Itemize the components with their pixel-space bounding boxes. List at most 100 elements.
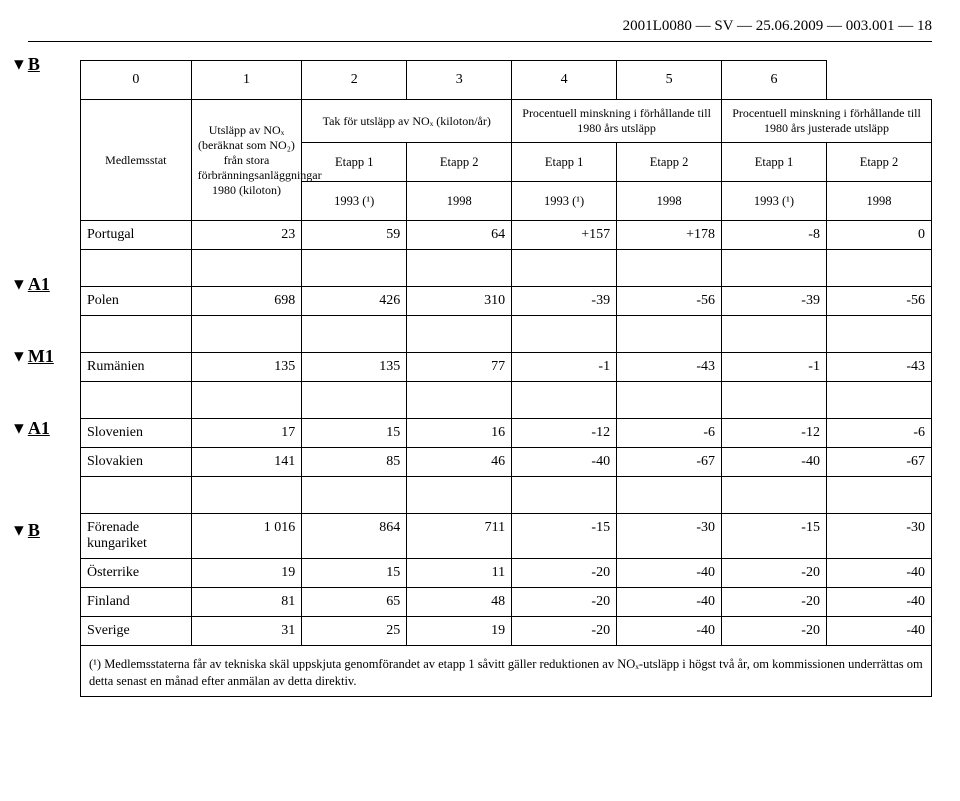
cell-c4: -43 xyxy=(617,353,722,382)
cell-c4: -67 xyxy=(617,448,722,477)
year-1998-a: 1998 xyxy=(407,182,512,221)
cell-c4: -56 xyxy=(617,287,722,316)
cell-c3: -12 xyxy=(512,419,617,448)
cell-ms: Finland xyxy=(81,588,192,617)
col-header-base: Utsläpp av NOₓ (beräknat som NO₂) från s… xyxy=(191,100,302,221)
col-header-proc-uts: Procentuell minskning i förhållande till… xyxy=(512,100,722,143)
spacer-row xyxy=(81,477,932,514)
col-header-proc-just: Procentuell minskning i förhållande till… xyxy=(722,100,932,143)
cell-c2: 711 xyxy=(407,514,512,559)
table-row: Slovakien 141 85 46 -40 -67 -40 -67 xyxy=(81,448,932,477)
cell-c1: 426 xyxy=(302,287,407,316)
cell-base: 141 xyxy=(191,448,302,477)
cell-c5: -20 xyxy=(722,588,827,617)
footnote-text: (¹) Medlemsstaterna får av tekniska skäl… xyxy=(87,656,925,690)
col-header-medlemsstat: Medlemsstat xyxy=(81,100,192,221)
cell-c3: -1 xyxy=(512,353,617,382)
cell-c1: 15 xyxy=(302,559,407,588)
cell-c6: -40 xyxy=(826,559,931,588)
cell-c4: -40 xyxy=(617,559,722,588)
cell-ms: Sverige xyxy=(81,617,192,646)
marker-a1-2: ▼A1 xyxy=(10,418,50,439)
cell-c1: 135 xyxy=(302,353,407,382)
cell-c4: -40 xyxy=(617,617,722,646)
cell-c6: 0 xyxy=(826,221,931,250)
year-1993-b: 1993 (¹) xyxy=(512,182,617,221)
marker-b-mid: ▼B xyxy=(10,520,40,541)
cell-c2: 11 xyxy=(407,559,512,588)
cell-c5: -39 xyxy=(722,287,827,316)
spacer-row xyxy=(81,250,932,287)
table-row: Polen 698 426 310 -39 -56 -39 -56 xyxy=(81,287,932,316)
cell-c4: -40 xyxy=(617,588,722,617)
cell-c3: +157 xyxy=(512,221,617,250)
header-row-numbers: 0 1 2 3 4 5 6 xyxy=(81,61,932,100)
cell-c1: 85 xyxy=(302,448,407,477)
col-num-2: 2 xyxy=(302,61,407,100)
cell-c5: -8 xyxy=(722,221,827,250)
cell-c2: 77 xyxy=(407,353,512,382)
table-row: Förenade kungariket 1 016 864 711 -15 -3… xyxy=(81,514,932,559)
cell-ms: Österrike xyxy=(81,559,192,588)
year-1993-a: 1993 (¹) xyxy=(302,182,407,221)
cell-c1: 864 xyxy=(302,514,407,559)
spacer-row xyxy=(81,316,932,353)
cell-c5: -20 xyxy=(722,559,827,588)
cell-c3: -39 xyxy=(512,287,617,316)
table-row: Sverige 31 25 19 -20 -40 -20 -40 xyxy=(81,617,932,646)
spacer-row xyxy=(81,382,932,419)
cell-c1: 65 xyxy=(302,588,407,617)
cell-c6: -40 xyxy=(826,617,931,646)
cell-c3: -20 xyxy=(512,617,617,646)
cell-c2: 64 xyxy=(407,221,512,250)
marker-m1: ▼M1 xyxy=(10,346,54,367)
cell-ms: Polen xyxy=(81,287,192,316)
cell-c6: -40 xyxy=(826,588,931,617)
cell-c6: -43 xyxy=(826,353,931,382)
cell-c1: 15 xyxy=(302,419,407,448)
col-header-tak: Tak för utsläpp av NOₓ (kiloton/år) xyxy=(302,100,512,143)
col-num-5: 5 xyxy=(617,61,722,100)
etapp-2b: Etapp 2 xyxy=(617,143,722,182)
table-row: Rumänien 135 135 77 -1 -43 -1 -43 xyxy=(81,353,932,382)
etapp-2a: Etapp 2 xyxy=(407,143,512,182)
year-1998-c: 1998 xyxy=(826,182,931,221)
cell-c2: 19 xyxy=(407,617,512,646)
cell-c5: -15 xyxy=(722,514,827,559)
cell-base: 135 xyxy=(191,353,302,382)
table-row: Portugal 23 59 64 +157 +178 -8 0 xyxy=(81,221,932,250)
col-num-0: 0 xyxy=(81,61,192,100)
cell-base: 1 016 xyxy=(191,514,302,559)
emissions-table: 0 1 2 3 4 5 6 Medlemsstat Utsläpp av NOₓ… xyxy=(80,60,932,697)
cell-c4: -6 xyxy=(617,419,722,448)
footnote-row: (¹) Medlemsstaterna får av tekniska skäl… xyxy=(81,646,932,697)
cell-base: 19 xyxy=(191,559,302,588)
cell-c3: -20 xyxy=(512,559,617,588)
cell-c1: 59 xyxy=(302,221,407,250)
table-row: Slovenien 17 15 16 -12 -6 -12 -6 xyxy=(81,419,932,448)
cell-base: 17 xyxy=(191,419,302,448)
cell-c6: -56 xyxy=(826,287,931,316)
col-num-1: 1 xyxy=(191,61,302,100)
col-num-3: 3 xyxy=(407,61,512,100)
cell-ms: Slovakien xyxy=(81,448,192,477)
cell-c5: -12 xyxy=(722,419,827,448)
cell-c6: -30 xyxy=(826,514,931,559)
etapp-1c: Etapp 1 xyxy=(722,143,827,182)
cell-c3: -15 xyxy=(512,514,617,559)
cell-c5: -20 xyxy=(722,617,827,646)
cell-c2: 46 xyxy=(407,448,512,477)
cell-base: 23 xyxy=(191,221,302,250)
col-num-4: 4 xyxy=(512,61,617,100)
table-row: Österrike 19 15 11 -20 -40 -20 -40 xyxy=(81,559,932,588)
year-1998-b: 1998 xyxy=(617,182,722,221)
cell-ms: Slovenien xyxy=(81,419,192,448)
cell-c6: -67 xyxy=(826,448,931,477)
marker-a1-1: ▼A1 xyxy=(10,274,50,295)
cell-base: 698 xyxy=(191,287,302,316)
cell-c2: 310 xyxy=(407,287,512,316)
cell-c5: -40 xyxy=(722,448,827,477)
header-row-groups: Medlemsstat Utsläpp av NOₓ (beräknat som… xyxy=(81,100,932,143)
cell-c3: -40 xyxy=(512,448,617,477)
cell-ms: Portugal xyxy=(81,221,192,250)
